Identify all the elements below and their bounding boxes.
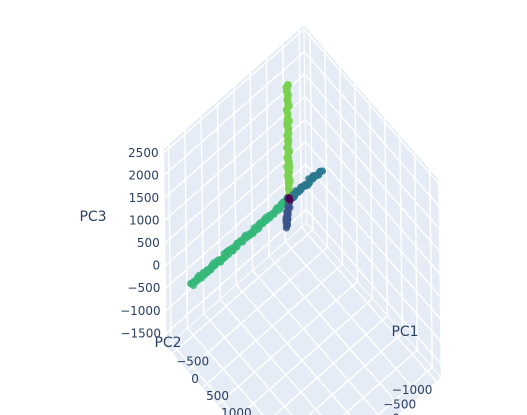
pane-floor [165, 222, 442, 415]
grid-pc1-wall [413, 151, 419, 351]
grid-pc3-wall-a [305, 186, 442, 342]
grid-pc3-wall-a [305, 163, 442, 320]
tick-label-pc1: 500 [206, 389, 229, 403]
grid-pc3-wall-a [304, 118, 441, 275]
cluster-2 [187, 194, 291, 290]
grid-pc3-wall-a [304, 73, 440, 230]
grid-pc3-wall-b [164, 141, 306, 267]
grid-pc1-wall [384, 117, 389, 316]
data-point [318, 167, 327, 175]
tick-label-pc3: 2000 [128, 169, 159, 183]
tick-label-pc3: 2500 [128, 146, 159, 160]
grid-pc3-wall-b [163, 51, 305, 177]
grid-pc3-wall-b [165, 208, 307, 334]
grid-pc2-floor [268, 255, 405, 412]
tick-label-pc3: −1000 [120, 304, 161, 318]
tick-label-pc2: −500 [383, 397, 416, 411]
grid-pc1-wall [428, 168, 434, 368]
grid-lines [163, 28, 442, 415]
grid-pc3-wall-a [304, 141, 441, 297]
tick-label-pc1: 0 [191, 372, 199, 386]
grid-pc1-wall [339, 65, 344, 265]
axis-title-pc1: PC1 [391, 324, 418, 340]
tick-labels: −5000500100015002000250030003500−1000−50… [120, 146, 432, 415]
data-point [282, 224, 290, 232]
data-point [187, 280, 195, 288]
cluster-1 [286, 167, 327, 202]
cluster-5 [285, 193, 294, 204]
grid-pc2-floor [219, 298, 322, 415]
grid-pc1-wall [324, 48, 329, 248]
grid-pc2-wall [167, 144, 172, 343]
axis-title-pc2: PC2 [154, 335, 181, 351]
grid-pc2-wall [216, 100, 221, 300]
grid-pc3-wall-a [305, 208, 442, 365]
tick-label-pc2: 0 [392, 412, 400, 415]
grid-pc2-floor [235, 284, 351, 415]
grid-pc3-wall-a [303, 28, 440, 185]
grid-pc2-floor [301, 226, 437, 383]
grid-pc2-wall [184, 129, 189, 329]
grid-pc3-wall-b [163, 28, 305, 154]
grid-pc2-floor [284, 241, 421, 397]
grid-pc2-floor [170, 342, 236, 415]
data-point [283, 80, 292, 89]
cluster-0 [282, 80, 294, 203]
tick-label-pc3: 500 [137, 236, 160, 250]
tick-label-pc1: 1000 [221, 406, 252, 415]
grid-pc1-wall [354, 82, 359, 282]
data-points [187, 80, 327, 290]
grid-pc1-wall [398, 134, 404, 333]
grid-pc3-wall-a [303, 51, 440, 207]
grid-pc1-floor [377, 366, 433, 415]
tick-label-pc3: −500 [127, 281, 160, 295]
data-point [285, 194, 293, 202]
tick-label-pc3: −1500 [120, 326, 161, 340]
axis-title-pc3: PC3 [79, 209, 106, 225]
tick-label-pc3: 1500 [129, 191, 160, 205]
grid-pc3-wall-b [164, 118, 306, 244]
grid-pc2-floor [203, 313, 294, 415]
grid-pc1-wall [309, 31, 314, 230]
grid-pc1-wall [369, 100, 374, 299]
grid-pc3-wall-b [164, 163, 307, 289]
grid-pc3-wall-b [163, 73, 306, 199]
grid-pc2-floor [186, 327, 265, 415]
tick-label-pc3: 1000 [129, 214, 160, 228]
grid-pc2-floor [252, 270, 380, 415]
tick-label-pc3: 0 [152, 259, 160, 273]
tick-label-pc1: −500 [176, 355, 209, 369]
grid-pc3-wall-a [304, 96, 441, 252]
grid-pc2-wall [298, 28, 303, 228]
axis-titles: PC1 PC2 PC3 [79, 209, 418, 351]
grid-pc3-wall-b [164, 96, 306, 222]
tick-label-pc2: −1000 [392, 383, 433, 397]
